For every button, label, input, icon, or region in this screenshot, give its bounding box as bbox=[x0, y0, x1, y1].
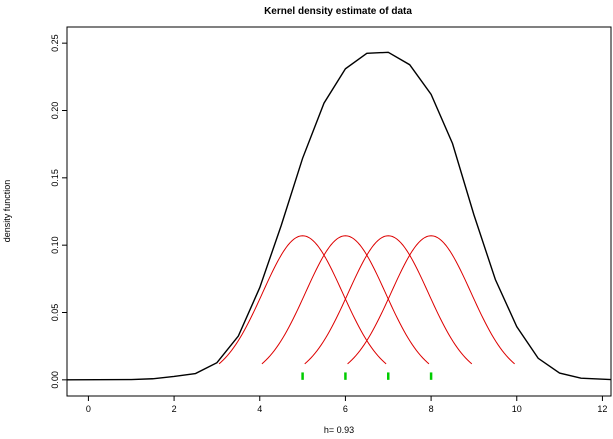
x-tick-label-0: 0 bbox=[86, 404, 91, 414]
density-line bbox=[66, 51, 612, 381]
data-rug bbox=[301, 372, 433, 380]
y-axis-label: density function bbox=[2, 180, 12, 243]
y-tick-label-0.00: 0.00 bbox=[50, 371, 60, 389]
kernel-curve-1 bbox=[218, 235, 387, 365]
kernel-curve-3 bbox=[304, 235, 473, 365]
y-tick-label-0.25: 0.25 bbox=[50, 34, 60, 52]
x-tick-label-2: 2 bbox=[172, 404, 177, 414]
y-tick-label-0.05: 0.05 bbox=[50, 304, 60, 322]
plot-frame bbox=[66, 26, 612, 397]
x-tick-label-4: 4 bbox=[257, 404, 262, 414]
x-axis: 0 2 4 6 8 10 12 bbox=[86, 396, 607, 414]
x-tick-label-8: 8 bbox=[429, 404, 434, 414]
x-tick-label-6: 6 bbox=[343, 404, 348, 414]
chart-title: Kernel density estimate of data bbox=[264, 6, 412, 17]
y-tick-label-0.20: 0.20 bbox=[50, 102, 60, 120]
y-tick-label-0.15: 0.15 bbox=[50, 169, 60, 187]
x-axis-label: h= 0.93 bbox=[324, 425, 354, 435]
kernel-curves bbox=[218, 235, 515, 365]
x-tick-label-10: 10 bbox=[512, 404, 522, 414]
y-tick-label-0.10: 0.10 bbox=[50, 236, 60, 254]
x-tick-label-12: 12 bbox=[597, 404, 607, 414]
density-curve bbox=[66, 51, 612, 381]
y-axis: 0.00 0.05 0.10 0.15 0.20 0.25 bbox=[50, 34, 67, 389]
kernel-curve-2 bbox=[261, 235, 430, 365]
kernel-curve-4 bbox=[347, 235, 515, 365]
